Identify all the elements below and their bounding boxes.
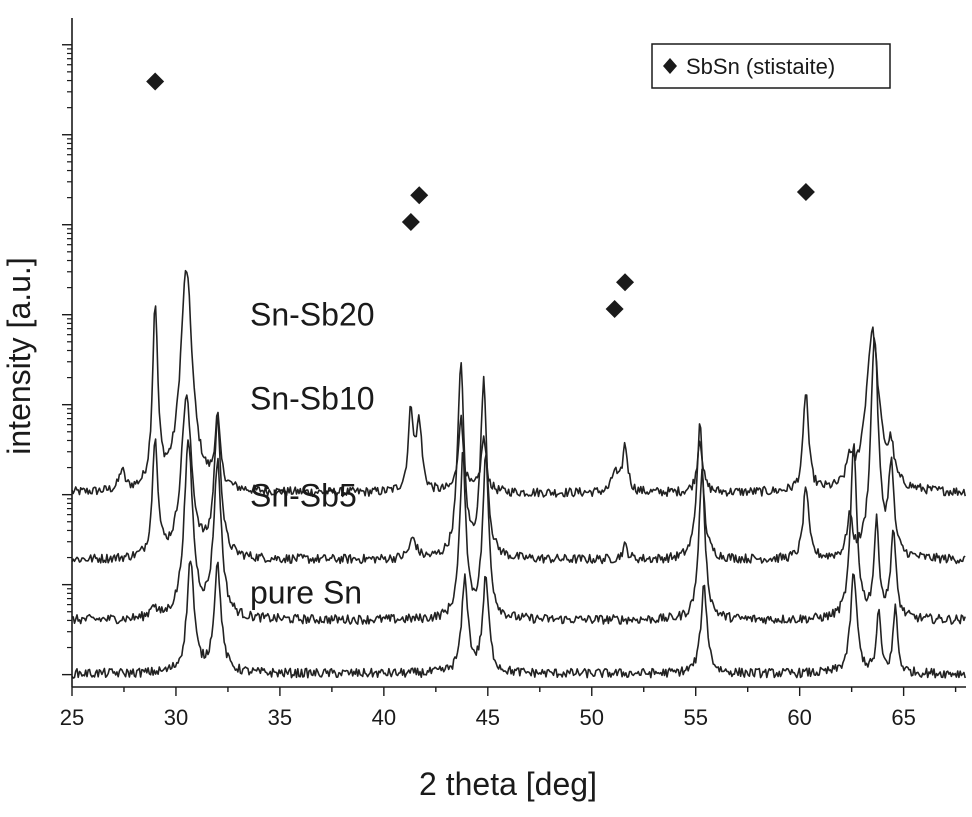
sbsn-diamond-marker — [605, 300, 624, 319]
legend-box — [651, 43, 891, 89]
series-labels-group: Sn-Sb20 Sn-Sb10 Sn-Sb5 pure Sn — [250, 297, 375, 611]
series-line — [71, 337, 966, 565]
series-line — [71, 439, 966, 625]
x-tick-label: 40 — [372, 705, 396, 730]
sbsn-diamond-marker — [796, 182, 815, 201]
series-label: Sn-Sb5 — [250, 477, 357, 513]
x-tick-label: 60 — [787, 705, 811, 730]
series-line — [71, 560, 966, 679]
legend-label: SbSn (stistaite) — [686, 54, 835, 79]
series-label: Sn-Sb20 — [250, 297, 375, 333]
x-tick-label: 65 — [891, 705, 915, 730]
x-tick-label: 35 — [268, 705, 292, 730]
sbsn-diamond-marker — [401, 213, 420, 232]
legend: SbSn (stistaite) — [651, 43, 891, 89]
x-tick-label: 25 — [60, 705, 84, 730]
traces-group — [71, 269, 966, 679]
x-tick-label: 55 — [683, 705, 707, 730]
series-label: pure Sn — [250, 574, 362, 610]
sbsn-diamond-marker — [616, 273, 635, 292]
sbsn-diamond-marker — [146, 72, 165, 91]
markers-group — [146, 72, 815, 319]
legend-diamond-icon — [663, 58, 677, 74]
x-tick-label: 50 — [580, 705, 604, 730]
x-tick-label: 45 — [476, 705, 500, 730]
x-axis-title: 2 theta [deg] — [419, 766, 597, 802]
sbsn-diamond-marker — [410, 186, 429, 205]
series-line — [71, 269, 966, 498]
x-tick-label: 30 — [164, 705, 188, 730]
series-label: Sn-Sb10 — [250, 380, 375, 416]
y-axis-title: intensity [a.u.] — [1, 257, 37, 454]
axes-group: 25 30 35 40 45 50 55 60 65 — [60, 18, 966, 730]
